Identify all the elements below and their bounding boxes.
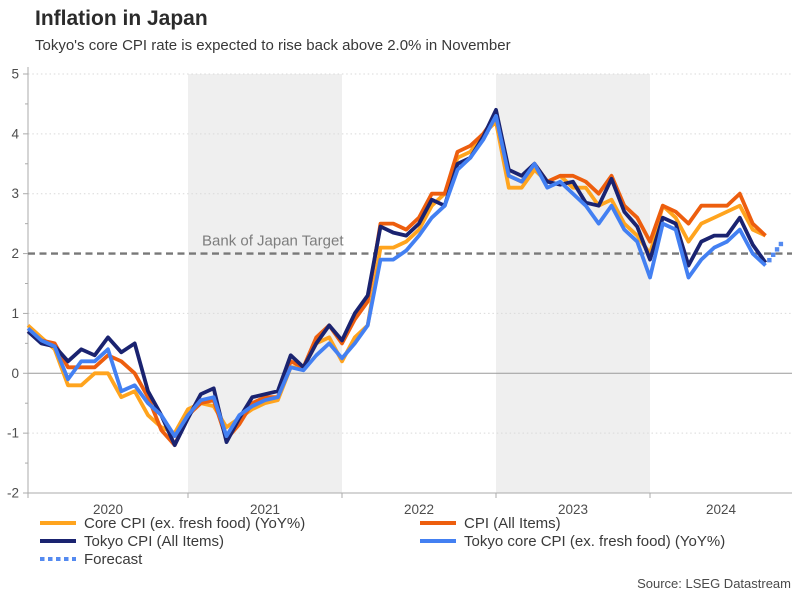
legend-item-forecast: Forecast (40, 551, 142, 569)
forecast-dot-1 (771, 252, 776, 257)
series-line-2 (26, 108, 768, 448)
y-tick-label: 0 (11, 366, 19, 381)
boj-target-label: Bank of Japan Target (202, 233, 344, 250)
legend-label-tokyo-cpi: Tokyo CPI (All Items) (84, 533, 225, 550)
x-tick-label-2022: 2022 (404, 502, 434, 517)
year-band-2021 (188, 74, 342, 493)
legend-swatch-tokyo-cpi (40, 538, 76, 544)
y-tick-label: 2 (11, 246, 19, 261)
source-credit: Source: LSEG Datastream (637, 576, 791, 591)
legend-item-tokyo-cpi: Tokyo CPI (All Items) (40, 533, 224, 551)
forecast-dot-2 (774, 247, 780, 252)
legend-item-core-cpi: Core CPI (ex. fresh food) (YoY%) (40, 515, 305, 533)
legend-label-forecast: Forecast (84, 551, 143, 568)
chart-title: Inflation in Japan (35, 7, 208, 30)
legend-item-tokyo-core-cpi: Tokyo core CPI (ex. fresh food) (YoY%) (420, 533, 725, 551)
legend-swatch-cpi-all-items (420, 520, 456, 526)
y-tick-label: -1 (7, 426, 19, 441)
x-tick-label-2021: 2021 (250, 502, 280, 517)
y-tick-label: 4 (11, 126, 19, 141)
y-tick-label: -2 (7, 486, 19, 501)
y-tick-label: 3 (11, 186, 19, 201)
legend-label-tokyo-core-cpi: Tokyo core CPI (ex. fresh food) (YoY%) (464, 533, 726, 550)
x-tick-label-2024: 2024 (706, 502, 737, 517)
y-tick-label: 5 (11, 67, 19, 82)
legend-swatch-core-cpi (40, 520, 76, 526)
x-tick-label-2023: 2023 (558, 502, 588, 517)
legend-label-core-cpi: Core CPI (ex. fresh food) (YoY%) (84, 515, 306, 532)
legend-swatch-forecast (40, 556, 76, 562)
series-line-3 (26, 114, 767, 439)
x-tick-label-2020: 2020 (93, 502, 123, 517)
legend-swatch-tokyo-core-cpi (420, 538, 456, 544)
series-line-0 (26, 120, 767, 436)
legend-item-cpi-all-items: CPI (All Items) (420, 515, 561, 533)
year-band-2023 (496, 74, 650, 493)
series-line-1 (26, 114, 767, 448)
legend-label-cpi-all-items: CPI (All Items) (464, 515, 561, 532)
chart-subtitle: Tokyo's core CPI rate is expected to ris… (35, 37, 511, 54)
y-tick-label: 1 (11, 306, 19, 321)
forecast-dot-3 (778, 241, 784, 247)
forecast-dot-0 (767, 257, 772, 263)
